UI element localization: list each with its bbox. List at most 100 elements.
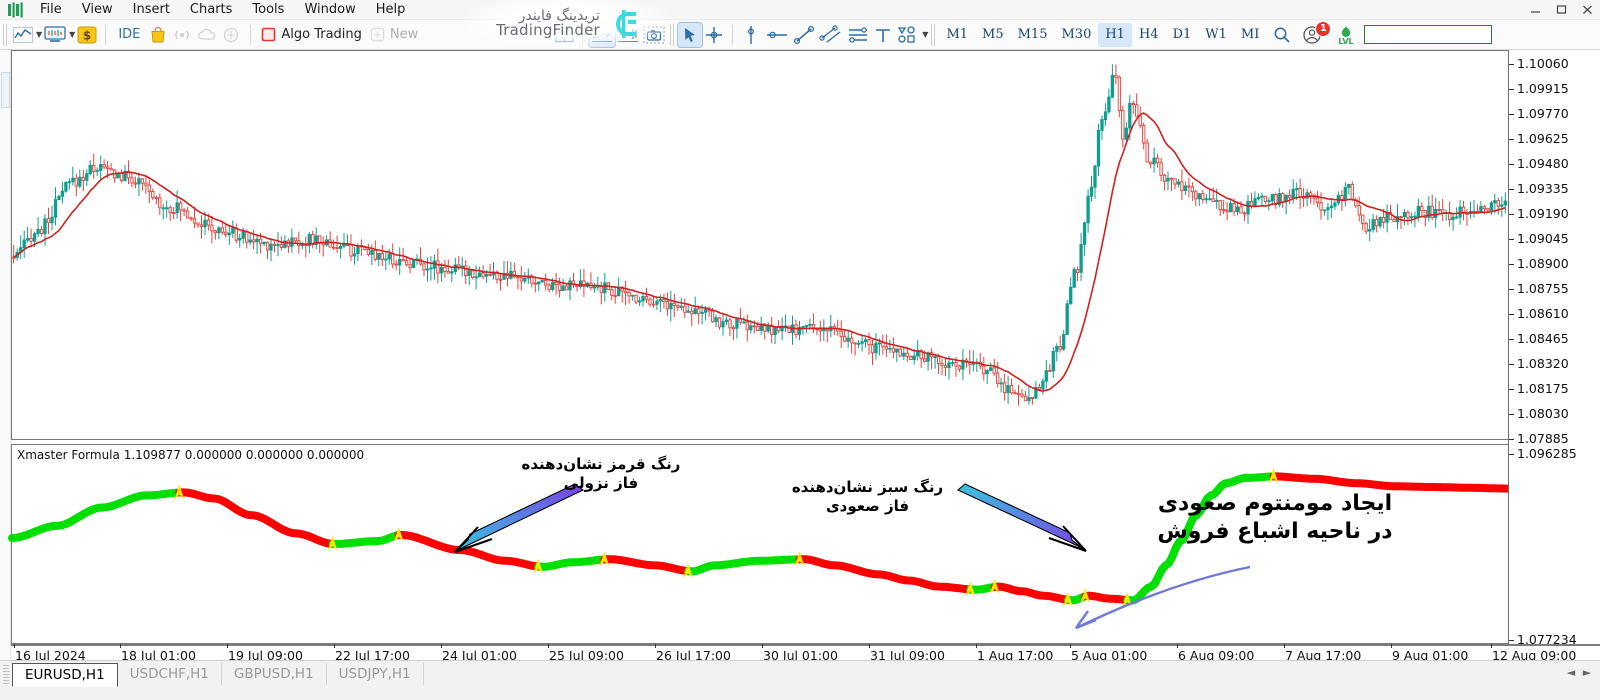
minimize-icon[interactable] (1528, 2, 1542, 16)
new-order-button[interactable]: New (366, 23, 422, 47)
time-tick: 6 Aug 09:00 (1176, 644, 1255, 663)
time-tick: 22 Jul 17:00 (334, 644, 410, 663)
tab-bar-grip[interactable] (3, 665, 9, 685)
svg-text:LVL: LVL (1339, 37, 1354, 46)
maximize-icon[interactable] (1554, 2, 1568, 16)
time-tick: 9 Aug 01:00 (1390, 644, 1469, 663)
indicator-label: Xmaster Formula 1.109877 0.000000 0.0000… (17, 448, 365, 462)
account-icon[interactable]: 1 (1300, 20, 1332, 47)
menu-item-window[interactable]: Window (304, 1, 356, 17)
price-tick: 1.09045 (1509, 231, 1569, 246)
price-tick: 1.09480 (1509, 156, 1569, 171)
dollar-icon[interactable]: $ (75, 23, 99, 47)
timeframe-mi[interactable]: MI (1240, 27, 1260, 42)
time-tick: 30 Jul 01:00 (762, 644, 838, 663)
close-icon[interactable] (1580, 2, 1594, 16)
chart-side-tab[interactable] (1, 72, 10, 108)
menu-item-insert[interactable]: Insert (132, 1, 170, 17)
shift-end-icon[interactable] (588, 21, 617, 48)
chart-templates-dropdown-icon[interactable]: ▼ (69, 30, 76, 39)
tab-prev-button[interactable]: ◄ (1566, 665, 1576, 679)
tab-next-button[interactable]: ► (1582, 665, 1592, 679)
toolbar-grip-3[interactable] (931, 23, 937, 46)
search-icon[interactable] (1270, 23, 1294, 47)
price-tick: 1.08610 (1509, 306, 1569, 321)
toolbar-separator (105, 24, 107, 45)
time-tick: 5 Aug 01:00 (1069, 644, 1148, 663)
crosshair-icon[interactable] (702, 23, 726, 47)
price-tick: 1.09915 (1509, 81, 1569, 96)
left-gutter (0, 50, 11, 662)
shapes-icon[interactable] (895, 23, 921, 47)
equidistant-channel-icon[interactable] (817, 23, 845, 47)
timeframe-m5[interactable]: M5 (982, 27, 1004, 42)
lvl-icon[interactable]: LVL (1334, 23, 1358, 47)
toolbar-separator-4 (732, 24, 734, 45)
signals-icon[interactable] (170, 23, 194, 47)
price-chart-pane[interactable] (11, 50, 1508, 440)
vertical-line-icon[interactable] (739, 23, 763, 47)
tab-usdjpy-h1[interactable]: USDJPY,H1 (327, 663, 424, 685)
menu-item-help[interactable]: Help (375, 1, 406, 17)
price-tick: 1.08900 (1509, 256, 1569, 271)
time-tick: 31 Jul 09:00 (869, 644, 945, 663)
price-tick: 1.09335 (1509, 181, 1569, 196)
time-tick: 12 Aug 09:00 (1490, 644, 1577, 663)
timeframe-h1[interactable]: H1 (1098, 22, 1132, 47)
horizontal-line-icon[interactable] (763, 23, 791, 47)
text-icon[interactable] (871, 23, 895, 47)
tab-usdchf-h1[interactable]: USDCHF,H1 (118, 663, 222, 685)
menu-item-charts[interactable]: Charts (189, 1, 233, 17)
time-tick: 1 Aug 17:00 (975, 644, 1054, 663)
time-tick: 19 Jul 09:00 (227, 644, 303, 663)
pane-divider[interactable] (11, 440, 1508, 444)
symbol-input[interactable] (1364, 25, 1493, 44)
price-tick: 1.08465 (1509, 331, 1569, 346)
toolbar-grip-2[interactable] (670, 23, 676, 46)
chart-templates-icon[interactable] (42, 23, 68, 47)
window-controls (1528, 2, 1594, 16)
time-tick: 18 Jul 01:00 (120, 644, 196, 663)
fibonacci-icon[interactable] (845, 23, 871, 47)
timeframe-m15[interactable]: M15 (1017, 27, 1048, 42)
new-order-label: New (389, 27, 419, 42)
indicator-pane[interactable]: Xmaster Formula 1.109877 0.000000 0.0000… (8, 444, 1511, 644)
algo-trading-button[interactable]: Algo Trading (257, 23, 366, 47)
timeframe-w1[interactable]: W1 (1205, 27, 1227, 42)
cursor-icon[interactable] (677, 21, 704, 48)
timeframe-m1[interactable]: M1 (946, 27, 969, 42)
menu-item-view[interactable]: View (81, 1, 113, 17)
window-tile-icon[interactable] (552, 23, 576, 47)
chart-shift-icon[interactable] (615, 23, 641, 47)
toolbar-grip[interactable] (3, 23, 8, 46)
tab-gbpusd-h1[interactable]: GBPUSD,H1 (222, 663, 327, 685)
timeframe-h4[interactable]: H4 (1138, 27, 1159, 42)
tester-icon[interactable] (220, 23, 244, 47)
new-chart-icon[interactable] (11, 23, 35, 47)
timeframe-d1[interactable]: D1 (1172, 27, 1192, 42)
price-tick: 1.08755 (1509, 281, 1569, 296)
timeframe-m30[interactable]: M30 (1061, 27, 1092, 42)
market-bag-icon[interactable] (146, 23, 170, 47)
price-tick: 1.07885 (1509, 431, 1569, 446)
tab-eurusd-h1[interactable]: EURUSD,H1 (12, 663, 118, 687)
shapes-dropdown-icon[interactable]: ▼ (922, 30, 929, 39)
toolbar-separator-2 (250, 24, 252, 45)
xmaster-formula-curve (8, 468, 1511, 607)
menu-item-file[interactable]: File (40, 1, 62, 17)
notification-badge: 1 (1315, 20, 1332, 37)
menu-item-tools[interactable]: Tools (252, 1, 285, 17)
price-tick: 1.09770 (1509, 106, 1569, 121)
trendline-icon[interactable] (791, 23, 817, 47)
vps-cloud-icon[interactable] (194, 23, 220, 47)
screenshot-icon[interactable] (641, 23, 667, 47)
price-axis[interactable]: 1.10060 1.09915 1.09770 1.09625 1.09480 … (1508, 50, 1600, 647)
time-axis[interactable]: 16 Jul 2024 18 Jul 01:00 19 Jul 09:00 22… (11, 644, 1600, 663)
price-tick: 1.08320 (1509, 356, 1569, 371)
new-chart-dropdown-icon[interactable]: ▼ (36, 30, 43, 39)
chart-tab-bar: EURUSD,H1 USDCHF,H1 GBPUSD,H1 USDJPY,H1 … (0, 660, 1600, 700)
indicator-scale-top: 1.096285 (1509, 446, 1577, 461)
ide-button[interactable]: IDE (118, 27, 141, 42)
indicator-scale-bottom: 1.077234 (1509, 632, 1577, 647)
